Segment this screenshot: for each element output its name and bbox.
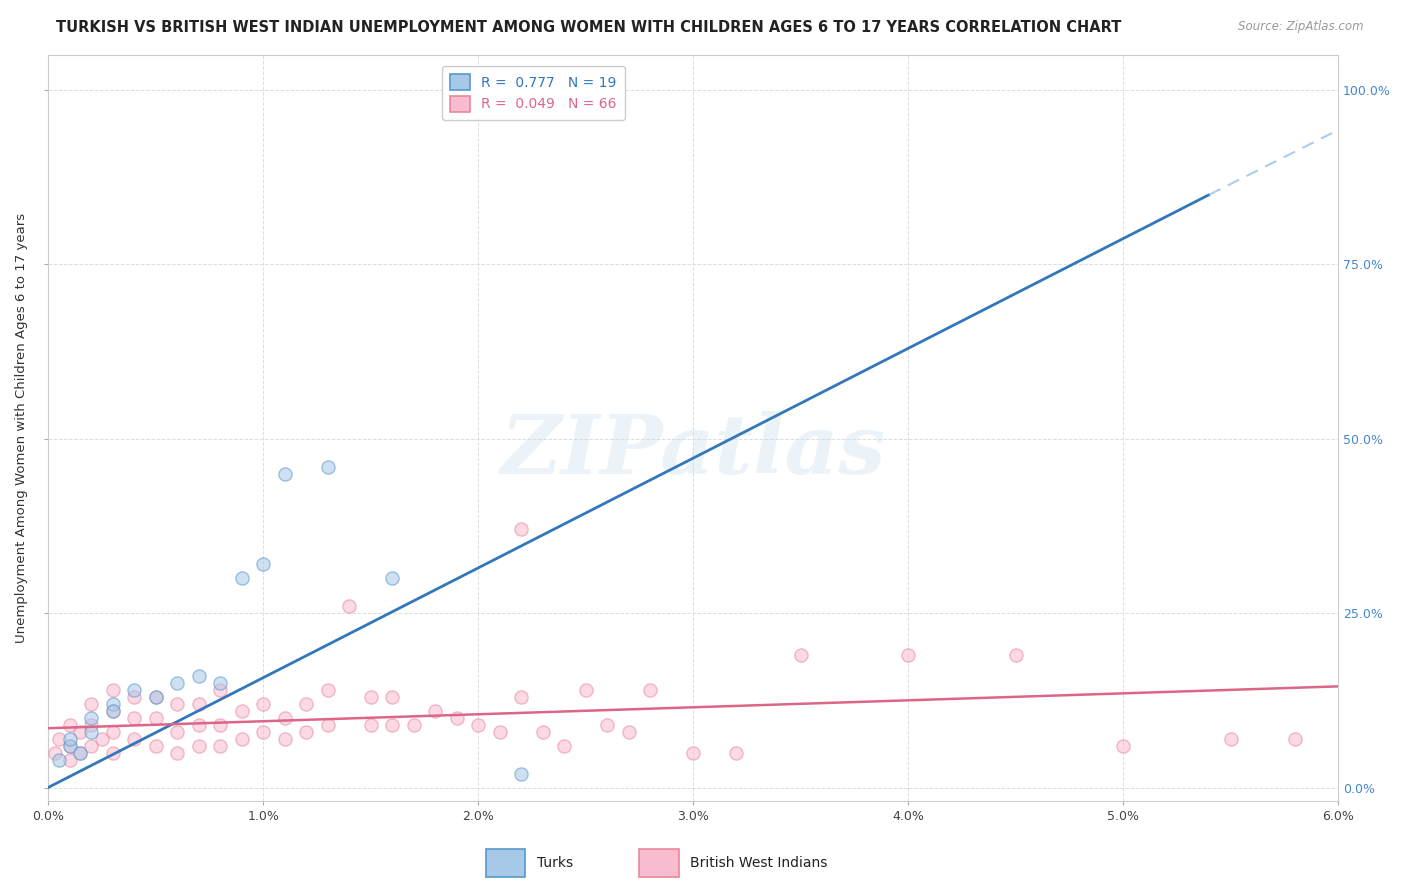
Point	[166, 724, 188, 739]
Point	[44, 746, 66, 760]
Point	[1219, 731, 1241, 746]
Point	[337, 599, 360, 614]
Point	[209, 682, 232, 697]
Point	[59, 717, 82, 731]
Point	[1004, 648, 1026, 662]
Point	[273, 711, 295, 725]
Point	[48, 731, 70, 746]
Point	[316, 459, 339, 474]
Point	[252, 697, 274, 711]
Text: British West Indians: British West Indians	[690, 856, 828, 870]
Point	[69, 746, 91, 760]
Point	[360, 690, 382, 704]
Point	[166, 746, 188, 760]
Point	[101, 697, 124, 711]
Point	[80, 739, 103, 753]
Point	[122, 731, 145, 746]
Point	[381, 717, 404, 731]
Point	[1112, 739, 1135, 753]
Point	[187, 697, 209, 711]
Point	[553, 739, 575, 753]
Point	[209, 676, 232, 690]
Text: Source: ZipAtlas.com: Source: ZipAtlas.com	[1239, 20, 1364, 33]
Point	[231, 731, 253, 746]
Point	[187, 717, 209, 731]
Point	[252, 558, 274, 572]
Point	[381, 690, 404, 704]
Point	[467, 717, 489, 731]
Point	[166, 697, 188, 711]
Point	[59, 731, 82, 746]
Point	[381, 571, 404, 585]
Point	[101, 704, 124, 718]
Point	[166, 676, 188, 690]
Point	[122, 682, 145, 697]
Point	[145, 739, 167, 753]
Point	[80, 711, 103, 725]
Text: ZIPatlas: ZIPatlas	[501, 410, 886, 491]
Point	[48, 753, 70, 767]
Point	[187, 739, 209, 753]
Point	[531, 724, 554, 739]
Point	[510, 690, 533, 704]
Point	[69, 724, 91, 739]
Point	[231, 704, 253, 718]
Point	[187, 669, 209, 683]
Point	[252, 724, 274, 739]
Point	[145, 711, 167, 725]
Point	[725, 746, 748, 760]
Point	[1284, 731, 1306, 746]
Point	[101, 704, 124, 718]
Point	[316, 682, 339, 697]
Point	[510, 766, 533, 780]
Point	[101, 682, 124, 697]
Point	[69, 746, 91, 760]
Point	[897, 648, 920, 662]
Point	[446, 711, 468, 725]
Point	[59, 753, 82, 767]
Point	[209, 739, 232, 753]
Point	[402, 717, 425, 731]
Point	[231, 571, 253, 585]
Y-axis label: Unemployment Among Women with Children Ages 6 to 17 years: Unemployment Among Women with Children A…	[15, 213, 28, 643]
Point	[617, 724, 640, 739]
Point	[488, 724, 510, 739]
Point	[510, 523, 533, 537]
FancyBboxPatch shape	[640, 849, 679, 877]
FancyBboxPatch shape	[485, 849, 524, 877]
Point	[80, 697, 103, 711]
Point	[295, 724, 318, 739]
Text: TURKISH VS BRITISH WEST INDIAN UNEMPLOYMENT AMONG WOMEN WITH CHILDREN AGES 6 TO : TURKISH VS BRITISH WEST INDIAN UNEMPLOYM…	[56, 20, 1122, 35]
Point	[273, 731, 295, 746]
Point	[122, 690, 145, 704]
Point	[101, 724, 124, 739]
Point	[80, 724, 103, 739]
Point	[90, 731, 112, 746]
Point	[295, 697, 318, 711]
Point	[682, 746, 704, 760]
Point	[789, 648, 811, 662]
Text: Turks: Turks	[537, 856, 574, 870]
Point	[59, 739, 82, 753]
Legend: R =  0.777   N = 19, R =  0.049   N = 66: R = 0.777 N = 19, R = 0.049 N = 66	[441, 66, 624, 120]
Point	[425, 704, 447, 718]
Point	[638, 682, 661, 697]
Point	[145, 690, 167, 704]
Point	[80, 717, 103, 731]
Point	[101, 746, 124, 760]
Point	[316, 717, 339, 731]
Point	[360, 717, 382, 731]
Point	[122, 711, 145, 725]
Point	[575, 682, 598, 697]
Point	[145, 690, 167, 704]
Point	[209, 717, 232, 731]
Point	[273, 467, 295, 481]
Point	[59, 739, 82, 753]
Point	[596, 717, 619, 731]
